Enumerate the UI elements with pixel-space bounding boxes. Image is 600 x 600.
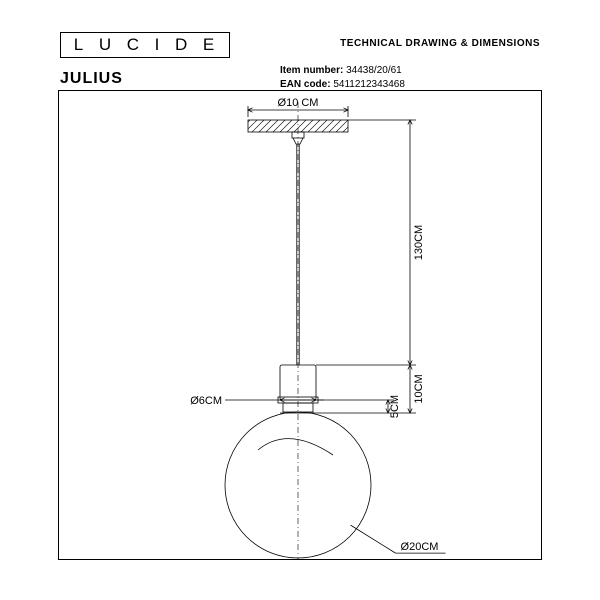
item-number-value: 34438/20/61 — [346, 65, 402, 76]
brand-letter: L — [74, 35, 85, 55]
item-number-label: Item number: — [280, 65, 343, 76]
svg-text:130CM: 130CM — [413, 225, 425, 260]
svg-text:Ø6CM: Ø6CM — [190, 395, 222, 407]
brand-letter: D — [175, 35, 189, 55]
ean-value: 5411212343468 — [333, 79, 405, 90]
page-title: TECHNICAL DRAWING & DIMENSIONS — [340, 38, 540, 49]
brand-letter: I — [155, 35, 162, 55]
product-name: JULIUS — [60, 70, 123, 88]
brand-letter: C — [127, 35, 141, 55]
brand-letter: U — [99, 35, 113, 55]
svg-text:5CM: 5CM — [389, 395, 401, 418]
brand-letter: E — [203, 35, 216, 55]
ean-label: EAN code: — [280, 79, 331, 90]
svg-text:Ø20CM: Ø20CM — [401, 541, 439, 553]
svg-text:10CM: 10CM — [413, 374, 425, 403]
brand-logo: L U C I D E — [60, 32, 230, 58]
svg-text:Ø10 CM: Ø10 CM — [278, 97, 319, 109]
technical-drawing: Ø10 CM Ø6CM 130CM 10CM 5CM Ø20CM — [58, 90, 542, 560]
meta-block: Item number: 34438/20/61 EAN code: 54112… — [280, 64, 405, 92]
